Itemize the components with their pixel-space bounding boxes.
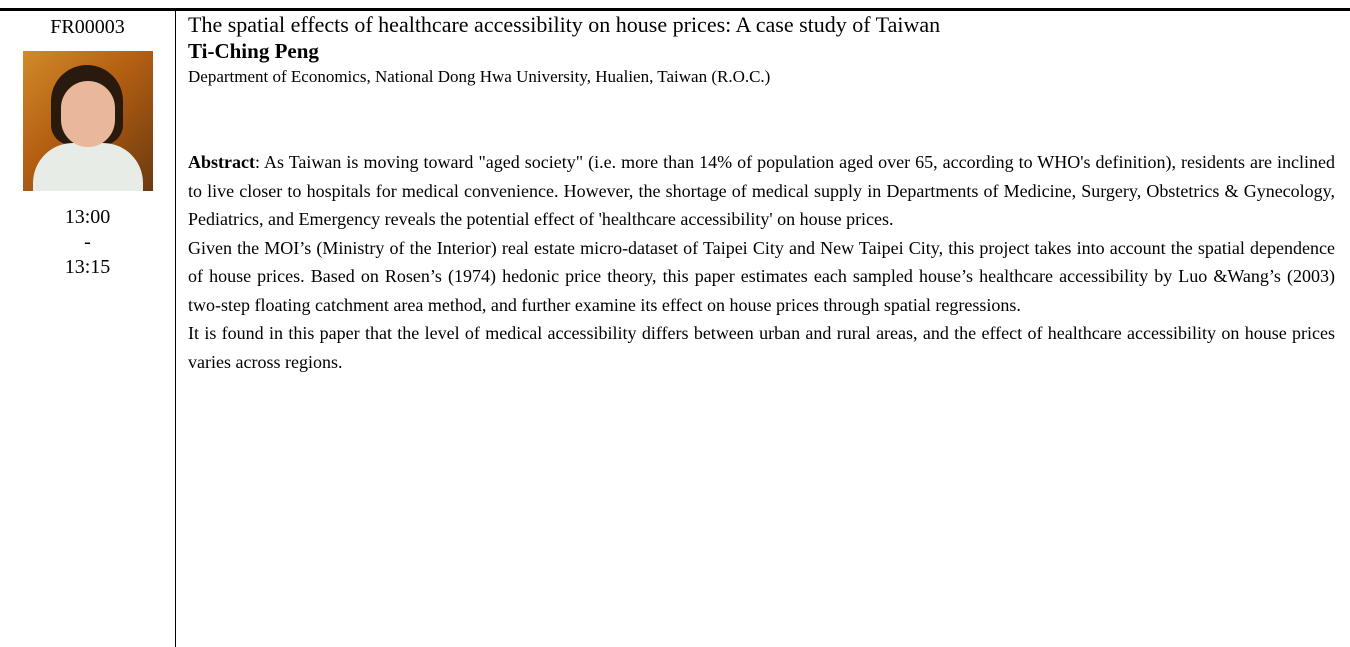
session-column: FR00003 13:00 - 13:15: [0, 11, 175, 280]
time-start: 13:00: [0, 205, 175, 230]
affiliation: Department of Economics, National Dong H…: [188, 64, 1335, 90]
time-end: 13:15: [0, 255, 175, 280]
time-separator: -: [0, 230, 175, 255]
paper-title: The spatial effects of healthcare access…: [188, 12, 1335, 38]
abstract-paragraph: Abstract: As Taiwan is moving toward "ag…: [188, 148, 1335, 234]
session-id: FR00003: [0, 13, 175, 41]
author-photo: [23, 51, 153, 191]
abstract-text: : As Taiwan is moving toward "aged socie…: [188, 152, 1335, 229]
abstract-paragraph: Given the MOI’s (Ministry of the Interio…: [188, 234, 1335, 320]
author: Ti-Ching Peng: [188, 38, 1335, 64]
page: FR00003 13:00 - 13:15 The spatial effect…: [0, 0, 1350, 647]
paper-column: The spatial effects of healthcare access…: [188, 11, 1335, 376]
column-divider: [175, 11, 176, 647]
abstract-label: Abstract: [188, 152, 255, 172]
abstract-paragraph: It is found in this paper that the level…: [188, 319, 1335, 376]
